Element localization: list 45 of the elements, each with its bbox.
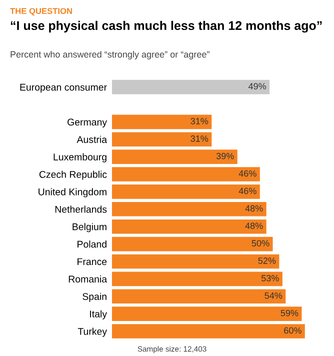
- bar: [112, 80, 270, 94]
- y-tick-label: Netherlands: [55, 206, 107, 213]
- data-label: 50%: [252, 240, 270, 246]
- data-label: 52%: [258, 258, 276, 264]
- bar: [112, 202, 266, 216]
- chart-title: “I use physical cash much less than 12 months ago”: [10, 20, 322, 33]
- data-label: 48%: [245, 222, 263, 230]
- y-tick-label: Spain: [82, 292, 106, 302]
- data-label: 31%: [190, 118, 208, 124]
- bar: [112, 236, 273, 252]
- y-tick-label: Luxembourg: [54, 153, 106, 162]
- data-label: 48%: [245, 205, 263, 212]
- data-label: 49%: [248, 83, 266, 90]
- bar: [112, 219, 266, 234]
- bar: [112, 167, 260, 182]
- bar: [112, 324, 305, 338]
- data-label: 46%: [238, 170, 256, 177]
- y-tick-label: Poland: [78, 240, 106, 248]
- y-tick-label: Italy: [90, 310, 108, 320]
- data-label: 60%: [284, 327, 302, 334]
- y-tick-label: Romania: [68, 275, 108, 283]
- y-tick-label: Turkey: [78, 328, 108, 337]
- y-tick-label: Austria: [76, 136, 108, 143]
- text: THE QUESTION: [10, 8, 72, 16]
- bar: [112, 132, 212, 147]
- bar: [112, 306, 302, 321]
- bar: [112, 289, 286, 304]
- data-label: 46%: [238, 188, 256, 194]
- bar: [112, 114, 212, 130]
- chart-subtitle: Percent who answered “strongly agree” or “agree”: [10, 50, 210, 60]
- data-label: 54%: [264, 292, 282, 299]
- data-label: 53%: [261, 274, 279, 282]
- data-label: 59%: [280, 310, 298, 316]
- bar: [112, 272, 282, 286]
- y-tick-label: France: [78, 258, 107, 266]
- bar: [112, 150, 238, 164]
- y-tick-label: Czech Republic: [39, 170, 107, 180]
- y-tick-label: United Kingdom: [38, 188, 106, 198]
- y-tick-label: Germany: [68, 118, 108, 128]
- bar: [112, 184, 260, 199]
- data-label: 39%: [216, 152, 234, 160]
- y-tick-label: Belgium: [72, 223, 106, 232]
- data-label: 31%: [190, 135, 208, 142]
- bar: [112, 254, 280, 269]
- y-tick-label: European consumer: [20, 84, 107, 93]
